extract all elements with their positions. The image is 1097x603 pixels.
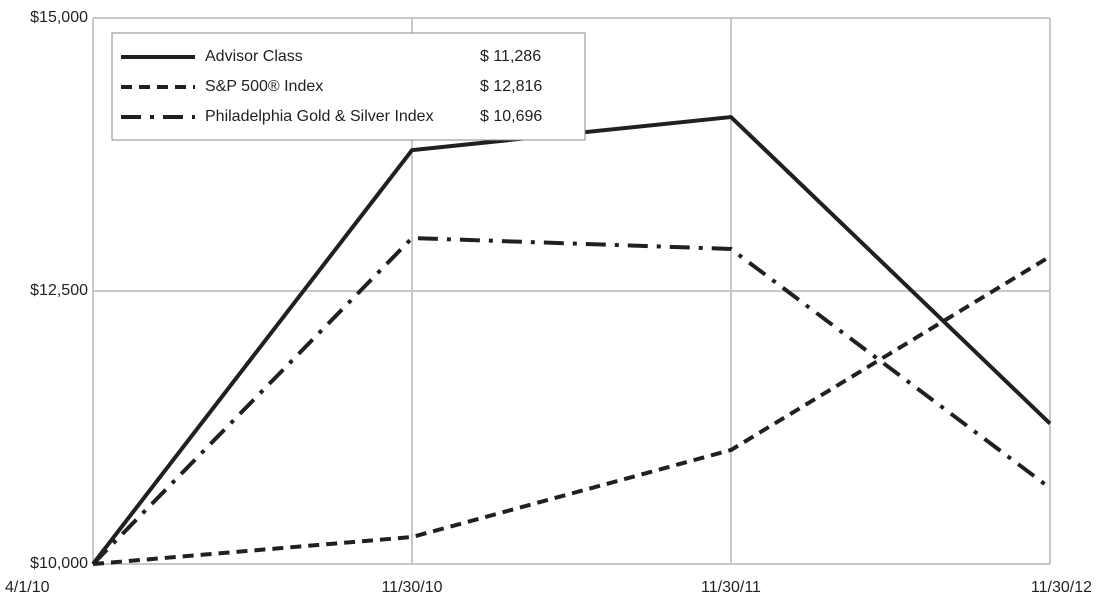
legend-value: $ 10,696 — [480, 108, 542, 125]
series-line — [91, 236, 1052, 566]
legend-box — [111, 32, 586, 141]
x-tick-label: 4/1/10 — [5, 579, 50, 596]
series-line — [92, 254, 1052, 566]
y-tick-label: $10,000 — [30, 555, 88, 572]
y-tick-label: $12,500 — [30, 282, 88, 299]
legend-value: $ 12,816 — [480, 78, 542, 95]
legend-label: Philadelphia Gold & Silver Index — [205, 108, 434, 125]
legend-value: $ 11,286 — [480, 48, 541, 65]
x-tick-label: 11/30/10 — [381, 579, 442, 596]
x-tick-label: 11/30/11 — [701, 579, 761, 596]
y-tick-label: $15,000 — [30, 9, 88, 26]
legend-label: S&P 500® Index — [205, 78, 323, 95]
legend-label: Advisor Class — [205, 48, 303, 65]
series-line — [91, 114, 1052, 566]
x-tick-label: 11/30/12 — [1031, 579, 1092, 596]
